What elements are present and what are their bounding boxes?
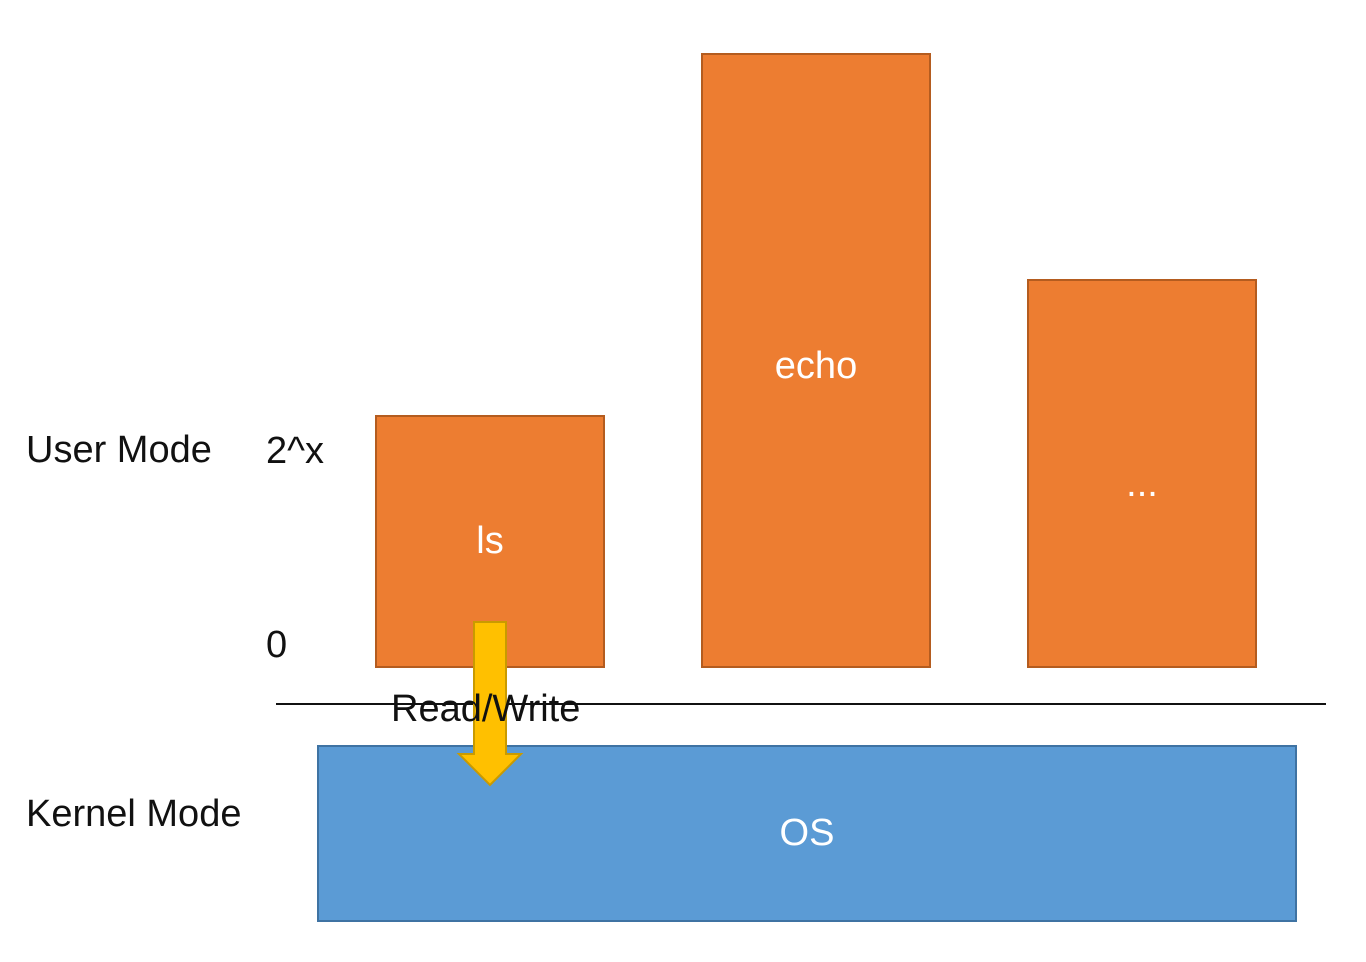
process-more-label: ... (1126, 463, 1158, 505)
os-label: OS (779, 812, 835, 854)
process-echo: echo (701, 53, 931, 668)
read-write-arrow (456, 621, 524, 787)
address-top-label: 2^x (266, 430, 324, 472)
mode-divider (276, 703, 1326, 705)
user-mode-label: User Mode (26, 429, 212, 471)
kernel-mode-label: Kernel Mode (26, 793, 242, 835)
process-ls-label: ls (476, 520, 504, 562)
arrow-down-icon (456, 621, 524, 787)
process-echo-label: echo (774, 345, 858, 387)
process-more: ... (1027, 279, 1257, 668)
address-bottom-label: 0 (266, 624, 288, 666)
read-write-label: Read/Write (391, 688, 581, 730)
